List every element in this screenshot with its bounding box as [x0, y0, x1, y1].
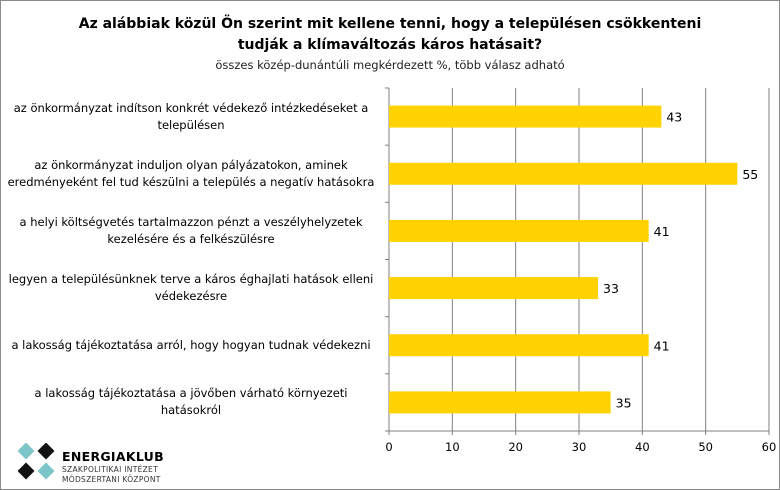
- bar: [389, 277, 598, 300]
- data-label: 43: [666, 110, 682, 125]
- data-label: 33: [603, 281, 619, 296]
- chart-subtitle: összes közép-dunántúli megkérdezett %, t…: [215, 58, 565, 72]
- data-label: 35: [616, 395, 632, 410]
- category-label: a lakosság tájékoztatása arról, hogy hog…: [11, 337, 371, 352]
- logo-subtitle-1: SZAKPOLITIKAI INTÉZET: [62, 465, 158, 474]
- logo-name: ENERGIAKLUB: [62, 449, 164, 464]
- chart-title: Az alábbiak közül Ön szerint mit kellene…: [78, 16, 702, 53]
- x-tick-label: 60: [762, 440, 777, 454]
- bar: [389, 391, 611, 414]
- x-tick-label: 30: [572, 440, 587, 454]
- x-tick-label: 0: [385, 440, 392, 454]
- category-label: a helyi költségvetés tartalmazzon pénzt …: [19, 214, 363, 246]
- energiaklub-logo-icon: [18, 443, 55, 480]
- category-label: az önkormányzat indítson konkrét védekez…: [13, 100, 369, 132]
- data-label: 41: [654, 224, 670, 239]
- x-tick-label: 10: [445, 440, 460, 454]
- data-label: 41: [654, 338, 670, 353]
- bar: [389, 162, 738, 185]
- x-tick-label: 40: [635, 440, 650, 454]
- category-label: legyen a településünknek terve a káros é…: [8, 272, 374, 304]
- category-label: az önkormányzat induljon olyan pályázato…: [7, 157, 375, 189]
- x-tick-label: 20: [508, 440, 523, 454]
- bar: [389, 105, 662, 128]
- bar: [389, 334, 649, 357]
- logo-subtitle-2: MÓDSZERTANI KÖZPONT: [62, 475, 161, 484]
- data-label: 55: [742, 167, 758, 182]
- x-tick-label: 50: [698, 440, 713, 454]
- bar: [389, 219, 649, 242]
- category-label: a lakosság tájékoztatása a jövőben várha…: [34, 386, 348, 418]
